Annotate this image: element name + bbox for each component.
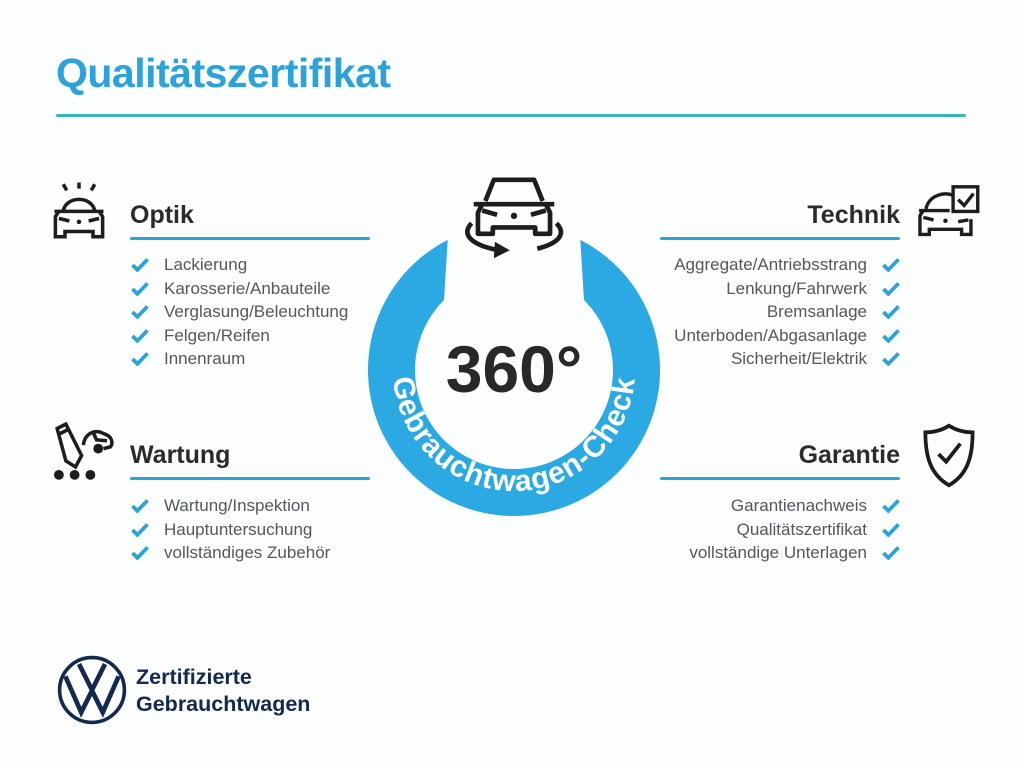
- checklist-item-label: Qualitätszertifikat: [736, 519, 867, 539]
- checklist-item-label: Verglasung/Beleuchtung: [164, 302, 349, 321]
- section-wartung-underline: [130, 477, 370, 480]
- shield-check-icon: [923, 423, 975, 488]
- section-technik-title: Technik: [807, 201, 900, 229]
- checklist-item-label: Lenkung/Fahrwerk: [726, 278, 867, 298]
- section-garantie-title: Garantie: [798, 441, 900, 469]
- checklist-item: vollständige Unterlagen: [620, 544, 900, 562]
- shiny-car-icon: [53, 182, 105, 239]
- checklist-item: Verglasung/Beleuchtung: [131, 303, 348, 321]
- check-icon: [882, 499, 900, 513]
- checklist-item: Aggregate/Antriebsstrang: [620, 256, 900, 274]
- checklist-item: Karosserie/Anbauteile: [131, 278, 348, 298]
- pencil-car-icon: [53, 421, 114, 480]
- technik-checklist: Aggregate/Antriebsstrang Lenkung/Fahrwer…: [620, 256, 900, 374]
- checklist-item-label: Innenraum: [164, 349, 246, 368]
- section-technik-header: Technik: [660, 202, 900, 240]
- checklist-item-label: Karosserie/Anbauteile: [164, 278, 331, 298]
- checklist-item: Qualitätszertifikat: [620, 519, 900, 539]
- optik-checklist: Lackierung Karosserie/Anbauteile Verglas…: [131, 256, 348, 374]
- check-icon: [131, 352, 149, 366]
- checklist-item: Bremsanlage: [620, 303, 900, 321]
- checklist-item: vollständiges Zubehör: [131, 544, 330, 562]
- checklist-item: Innenraum: [131, 350, 348, 368]
- title-divider: [56, 114, 966, 117]
- check-icon: [131, 281, 149, 296]
- checklist-item-label: Lackierung: [164, 255, 248, 274]
- checklist-item-label: Sicherheit/Elektrik: [730, 349, 867, 368]
- checklist-item-label: Wartung/Inspektion: [164, 496, 310, 515]
- checklist-item: Garantienachweis: [620, 497, 900, 515]
- checklist-item-label: vollständiges Zubehör: [164, 543, 331, 562]
- blue-ring: [368, 239, 660, 516]
- checklist-item-label: vollständige Unterlagen: [689, 543, 867, 562]
- check-icon: [131, 522, 149, 537]
- 360-check-badge: Gebrauchtwagen-Check 360°: [368, 177, 660, 516]
- section-wartung-header: Wartung: [130, 442, 370, 480]
- page-title: Qualitätszertifikat: [56, 50, 391, 96]
- check-icon: [131, 258, 149, 272]
- checklist-item-label: Felgen/Reifen: [164, 325, 270, 345]
- section-optik-header: Optik: [130, 202, 370, 240]
- checklist-item: Lackierung: [131, 256, 348, 274]
- brand-claim: Zertifizierte Gebrauchtwagen: [136, 664, 310, 718]
- section-garantie-header: Garantie: [660, 442, 900, 480]
- checklist-item: Lenkung/Fahrwerk: [620, 278, 900, 298]
- section-optik-underline: [130, 237, 370, 240]
- checklist-item-label: Bremsanlage: [766, 302, 867, 321]
- check-icon: [131, 546, 149, 560]
- rotating-car-icon: [465, 177, 564, 259]
- checklist-item: Sicherheit/Elektrik: [620, 350, 900, 368]
- checklist-item-label: Unterboden/Abgasanlage: [674, 325, 867, 345]
- check-icon: [131, 499, 149, 513]
- check-icon: [882, 305, 900, 319]
- check-icon: [882, 522, 900, 537]
- checklist-item-label: Garantienachweis: [730, 496, 867, 515]
- section-technik-underline: [660, 237, 900, 240]
- brand-line-2: Gebrauchtwagen: [136, 692, 311, 716]
- checklist-item-label: Hauptuntersuchung: [164, 519, 313, 539]
- vw-logo: [57, 655, 127, 725]
- check-icon: [882, 352, 900, 366]
- check-icon: [882, 328, 900, 343]
- section-wartung-title: Wartung: [130, 441, 231, 469]
- garantie-checklist: Garantienachweis Qualitätszertifikat vol…: [620, 497, 900, 568]
- check-icon: [882, 258, 900, 272]
- car-checkbox-icon: [918, 185, 980, 237]
- brand-line-1: Zertifizierte: [136, 665, 252, 689]
- checklist-item: Unterboden/Abgasanlage: [620, 325, 900, 345]
- wartung-checklist: Wartung/Inspektion Hauptuntersuchung vol…: [131, 497, 330, 568]
- section-optik-title: Optik: [130, 201, 194, 229]
- checklist-item: Felgen/Reifen: [131, 325, 348, 345]
- check-icon: [882, 546, 900, 560]
- degree-label: 360°: [446, 332, 583, 406]
- check-icon: [131, 305, 149, 319]
- checklist-item: Wartung/Inspektion: [131, 497, 330, 515]
- checklist-item: Hauptuntersuchung: [131, 519, 330, 539]
- check-icon: [882, 281, 900, 296]
- checklist-item-label: Aggregate/Antriebsstrang: [674, 255, 867, 274]
- check-icon: [131, 328, 149, 343]
- section-garantie-underline: [660, 477, 900, 480]
